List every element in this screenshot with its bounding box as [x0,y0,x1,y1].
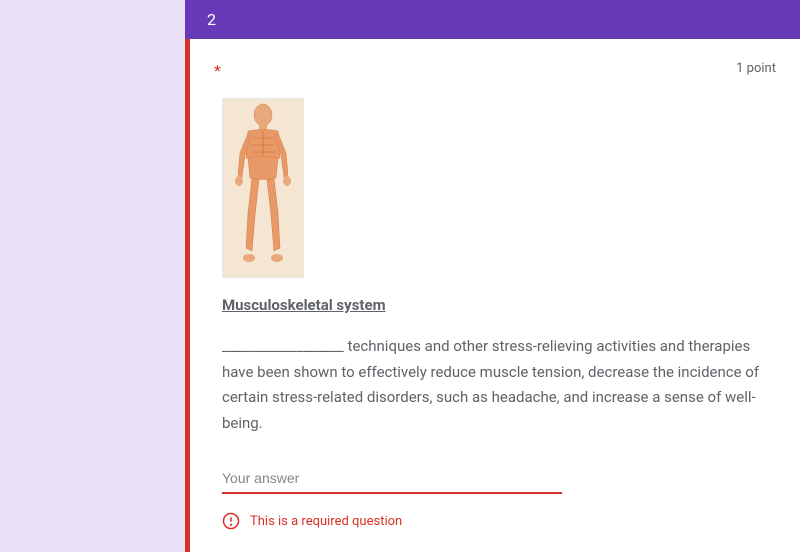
question-title: Musculoskeletal system [222,296,776,314]
section-header: 2 [185,0,800,39]
form-container: 2 * 1 point [185,0,800,552]
points-label: 1 point [736,61,776,76]
section-number: 2 [207,10,216,29]
required-asterisk: * [214,61,221,80]
question-body-text: __________________ techniques and other … [222,334,776,436]
question-image-container [222,98,776,278]
error-message: This is a required question [222,512,776,530]
question-card: * 1 point [185,39,800,552]
alert-icon [222,512,240,530]
error-text: This is a required question [250,514,402,529]
answer-input[interactable] [222,464,562,494]
skeleton-icon [228,103,298,273]
card-header: * 1 point [214,61,776,80]
musculoskeletal-image [222,98,304,278]
